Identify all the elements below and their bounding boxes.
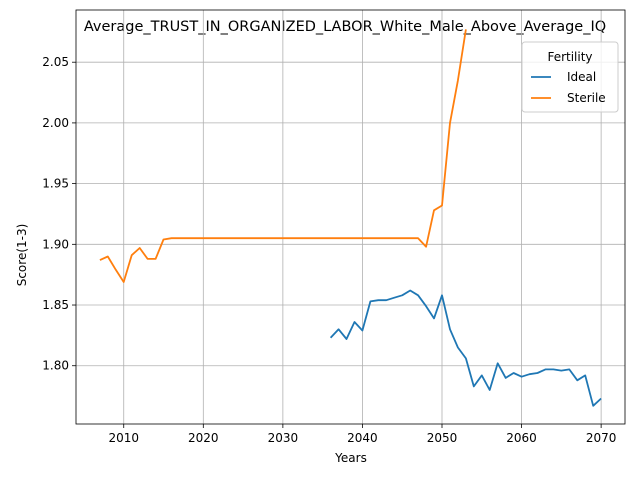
y-tick-label: 1.85 <box>42 298 69 312</box>
series-line-sterile <box>99 29 467 283</box>
x-axis-label: Years <box>334 451 367 465</box>
legend-label-sterile: Sterile <box>567 91 606 105</box>
x-tick-label: 2050 <box>427 431 458 445</box>
x-tick-label: 2030 <box>268 431 299 445</box>
legend-title: Fertility <box>547 50 592 64</box>
chart-title: Average_TRUST_IN_ORGANIZED_LABOR_White_M… <box>84 19 606 35</box>
legend-label-ideal: Ideal <box>567 70 596 84</box>
grid <box>76 10 625 424</box>
x-tick-label: 2060 <box>506 431 537 445</box>
ticks: 2010 2020 2030 2040 2050 2060 2070 1.80 1.85 1.90… <box>42 55 616 445</box>
x-tick-label: 2040 <box>347 431 378 445</box>
x-tick-label: 2070 <box>586 431 617 445</box>
y-tick-label: 1.90 <box>42 237 69 251</box>
y-tick-label: 2.00 <box>42 116 69 130</box>
series-line-ideal <box>329 289 602 407</box>
legend: Fertility Ideal Sterile <box>521 41 619 113</box>
y-axis-label: Score(1-3) <box>15 224 29 287</box>
x-tick-label: 2010 <box>108 431 139 445</box>
y-tick-label: 1.95 <box>42 177 69 191</box>
plot-frame <box>75 9 626 425</box>
y-tick-label: 1.80 <box>42 359 69 373</box>
series-layer <box>99 29 602 407</box>
x-tick-label: 2020 <box>188 431 219 445</box>
y-tick-label: 2.05 <box>42 55 69 69</box>
legend-box <box>521 41 619 113</box>
